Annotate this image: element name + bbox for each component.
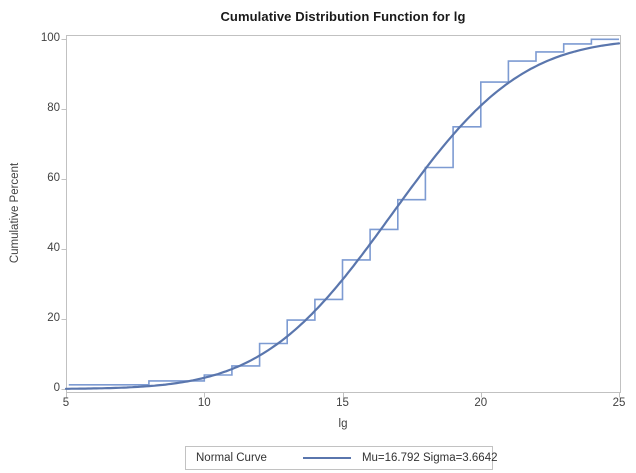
x-tick-label: 5 — [62, 397, 70, 409]
y-tick-label: 0 — [53, 382, 60, 394]
y-tick-label: 20 — [47, 312, 60, 324]
y-tick-label: 60 — [47, 172, 60, 184]
y-tick-label: 100 — [40, 32, 60, 44]
y-tick-label: 80 — [47, 102, 60, 114]
cdf-step-line — [68, 38, 619, 386]
legend-series-label: Normal Curve — [196, 452, 267, 464]
legend-params-label: Mu=16.792 Sigma=3.6642 — [361, 452, 498, 464]
x-tick-label: 10 — [197, 397, 211, 409]
legend: Normal Curve Mu=16.792 Sigma=3.6642 — [185, 446, 497, 470]
legend-line-sample — [302, 457, 351, 459]
x-tick-label: 25 — [612, 397, 626, 409]
x-axis-title: lg — [338, 418, 348, 430]
normal-curve-line — [64, 42, 621, 390]
chart-title: Cumulative Distribution Function for lg — [220, 9, 466, 24]
plot-frame — [66, 35, 621, 393]
y-tick-label: 40 — [47, 242, 60, 254]
x-tick-label: 20 — [474, 397, 488, 409]
x-tick-label: 15 — [336, 397, 349, 409]
